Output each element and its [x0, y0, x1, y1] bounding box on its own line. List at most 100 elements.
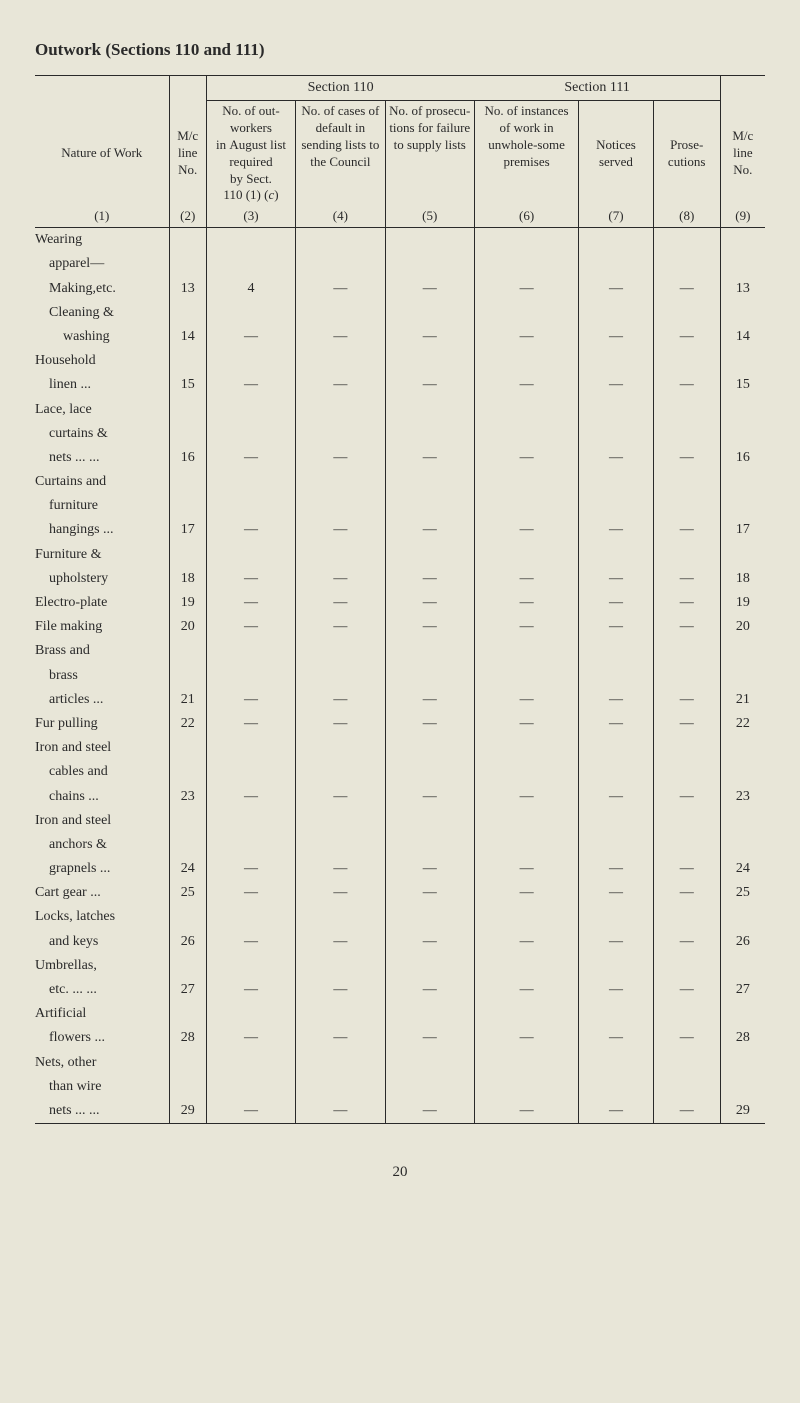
- data-cell: [206, 349, 295, 373]
- data-cell: —: [385, 518, 474, 542]
- data-cell: [206, 1002, 295, 1026]
- table-row: nets ... ...29——————29: [35, 1099, 765, 1124]
- data-cell: [296, 809, 385, 833]
- table-row: Household: [35, 349, 765, 373]
- data-cell: —: [653, 857, 720, 881]
- data-cell: —: [385, 930, 474, 954]
- data-cell: 27: [169, 978, 206, 1002]
- data-cell: 15: [720, 373, 765, 397]
- data-cell: —: [579, 978, 653, 1002]
- data-cell: —: [385, 785, 474, 809]
- data-cell: —: [579, 881, 653, 905]
- data-cell: —: [385, 567, 474, 591]
- data-cell: [296, 470, 385, 494]
- data-cell: [169, 664, 206, 688]
- data-cell: —: [653, 978, 720, 1002]
- data-cell: 17: [720, 518, 765, 542]
- col-header-2: M/c line No.: [169, 101, 206, 207]
- data-cell: [206, 1051, 295, 1075]
- table-row: Electro-plate19——————19: [35, 591, 765, 615]
- data-cell: [579, 228, 653, 253]
- table-row: Brass and: [35, 639, 765, 663]
- data-cell: [474, 664, 578, 688]
- nature-cell: brass: [35, 664, 169, 688]
- data-cell: 16: [720, 446, 765, 470]
- data-cell: —: [296, 688, 385, 712]
- data-cell: —: [296, 930, 385, 954]
- data-cell: [474, 228, 578, 253]
- data-cell: [385, 470, 474, 494]
- data-cell: [474, 494, 578, 518]
- data-cell: —: [579, 567, 653, 591]
- data-cell: [653, 809, 720, 833]
- nature-cell: anchors &: [35, 833, 169, 857]
- data-cell: [296, 422, 385, 446]
- data-cell: —: [206, 325, 295, 349]
- data-cell: 28: [169, 1026, 206, 1050]
- data-cell: 23: [720, 785, 765, 809]
- data-cell: [206, 494, 295, 518]
- data-cell: —: [296, 881, 385, 905]
- data-cell: [169, 228, 206, 253]
- nature-cell: flowers ...: [35, 1026, 169, 1050]
- table-row: Iron and steel: [35, 809, 765, 833]
- page-number: 20: [35, 1164, 765, 1181]
- data-cell: [653, 833, 720, 857]
- nature-cell: curtains &: [35, 422, 169, 446]
- nature-cell: washing: [35, 325, 169, 349]
- data-cell: [169, 252, 206, 276]
- data-cell: [653, 470, 720, 494]
- nature-cell: Iron and steel: [35, 736, 169, 760]
- nature-cell: Fur pulling: [35, 712, 169, 736]
- table-row: upholstery18——————18: [35, 567, 765, 591]
- nature-cell: etc. ... ...: [35, 978, 169, 1002]
- data-cell: [169, 349, 206, 373]
- nature-cell: furniture: [35, 494, 169, 518]
- data-cell: 20: [720, 615, 765, 639]
- data-cell: [653, 1075, 720, 1099]
- data-cell: 14: [720, 325, 765, 349]
- data-cell: —: [653, 712, 720, 736]
- data-cell: 19: [169, 591, 206, 615]
- data-cell: [206, 252, 295, 276]
- data-cell: [720, 1051, 765, 1075]
- nature-cell: nets ... ...: [35, 1099, 169, 1124]
- data-cell: [169, 301, 206, 325]
- data-cell: 26: [169, 930, 206, 954]
- data-cell: —: [653, 1026, 720, 1050]
- data-cell: [653, 398, 720, 422]
- data-cell: [720, 809, 765, 833]
- data-cell: [720, 494, 765, 518]
- table-row: Furniture &: [35, 543, 765, 567]
- data-cell: [653, 422, 720, 446]
- data-cell: —: [206, 373, 295, 397]
- data-cell: [653, 905, 720, 929]
- data-cell: —: [579, 615, 653, 639]
- data-cell: 14: [169, 325, 206, 349]
- data-cell: [385, 252, 474, 276]
- nature-cell: Lace, lace: [35, 398, 169, 422]
- data-cell: [474, 422, 578, 446]
- col-header-2-text: M/c line No.: [177, 128, 198, 177]
- data-cell: —: [474, 591, 578, 615]
- nature-cell: and keys: [35, 930, 169, 954]
- data-cell: 19: [720, 591, 765, 615]
- data-cell: [296, 228, 385, 253]
- data-cell: [385, 543, 474, 567]
- col-num-3: (3): [206, 206, 295, 227]
- data-cell: —: [474, 615, 578, 639]
- data-cell: [206, 470, 295, 494]
- table-row: apparel—: [35, 252, 765, 276]
- data-cell: —: [474, 373, 578, 397]
- data-cell: —: [579, 591, 653, 615]
- col-header-5: No. of prosecu-tions for failure to supp…: [385, 101, 474, 207]
- table-row: Curtains and: [35, 470, 765, 494]
- data-cell: —: [653, 277, 720, 301]
- nature-cell: cables and: [35, 760, 169, 784]
- data-cell: [474, 760, 578, 784]
- data-cell: [720, 543, 765, 567]
- data-cell: —: [385, 688, 474, 712]
- col-header-9: M/c line No.: [720, 101, 765, 207]
- table-row: washing14——————14: [35, 325, 765, 349]
- nature-cell: Cart gear ...: [35, 881, 169, 905]
